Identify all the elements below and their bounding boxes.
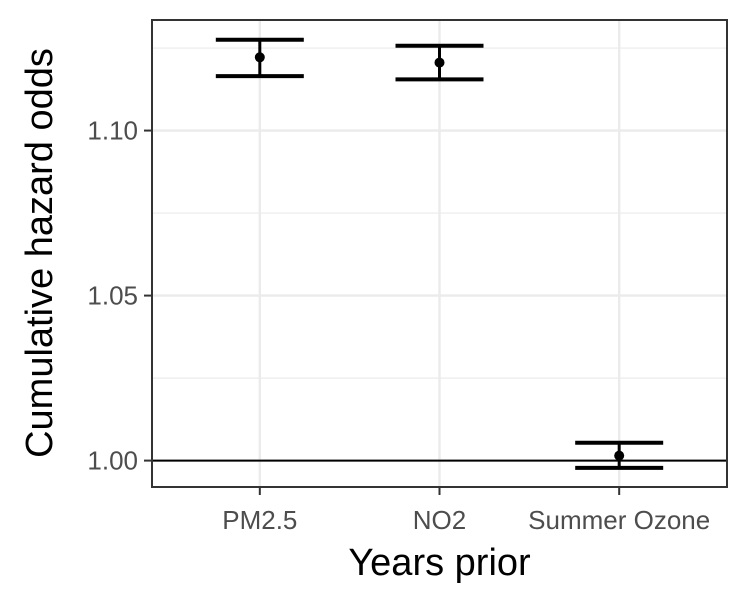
- x-tick-label: Summer Ozone: [528, 505, 710, 535]
- x-tick-label: NO2: [413, 505, 466, 535]
- errorbar-no2: [395, 43, 484, 82]
- errorbar-pm2-5: [215, 37, 304, 79]
- y-axis: 1.00 1.05 1.10: [87, 116, 152, 476]
- x-axis: PM2.5 NO2 Summer Ozone: [222, 487, 710, 535]
- x-axis-title: Years prior: [348, 542, 531, 584]
- point-estimate: [614, 450, 625, 461]
- y-tick-label: 1.00: [87, 446, 138, 476]
- x-tick-label: PM2.5: [222, 505, 297, 535]
- y-tick-label: 1.10: [87, 116, 138, 146]
- point-estimate: [254, 52, 265, 63]
- error-bars: [215, 37, 664, 470]
- errorbar-summer-ozone: [575, 440, 664, 470]
- y-tick-label: 1.05: [87, 281, 138, 311]
- y-axis-title: Cumulative hazard odds: [19, 48, 61, 458]
- point-estimate: [434, 57, 445, 68]
